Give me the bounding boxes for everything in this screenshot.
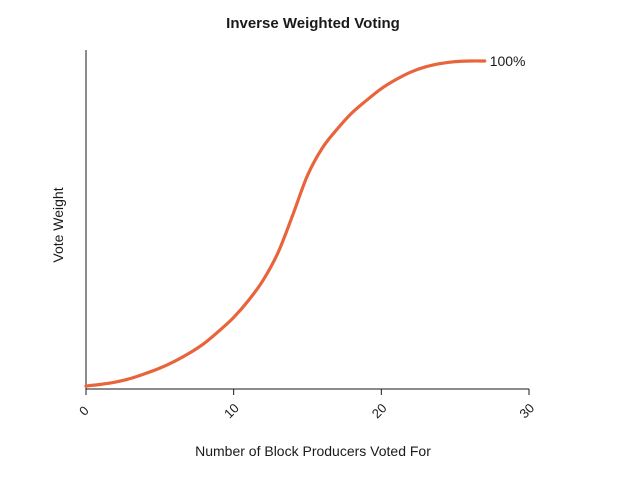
x-tick-label-30: 30: [516, 400, 537, 421]
x-tick-label-20: 20: [369, 400, 390, 421]
y-axis-label: Vote Weight: [50, 187, 66, 262]
x-ticks: 0 10 20 30: [76, 389, 537, 421]
x-tick-label-0: 0: [76, 403, 92, 419]
x-tick-label-10: 10: [221, 400, 242, 421]
end-value-label: 100%: [490, 53, 526, 69]
x-axis-label: Number of Block Producers Voted For: [195, 443, 431, 459]
chart-title: Inverse Weighted Voting: [226, 15, 400, 32]
series-line: [84, 59, 487, 388]
